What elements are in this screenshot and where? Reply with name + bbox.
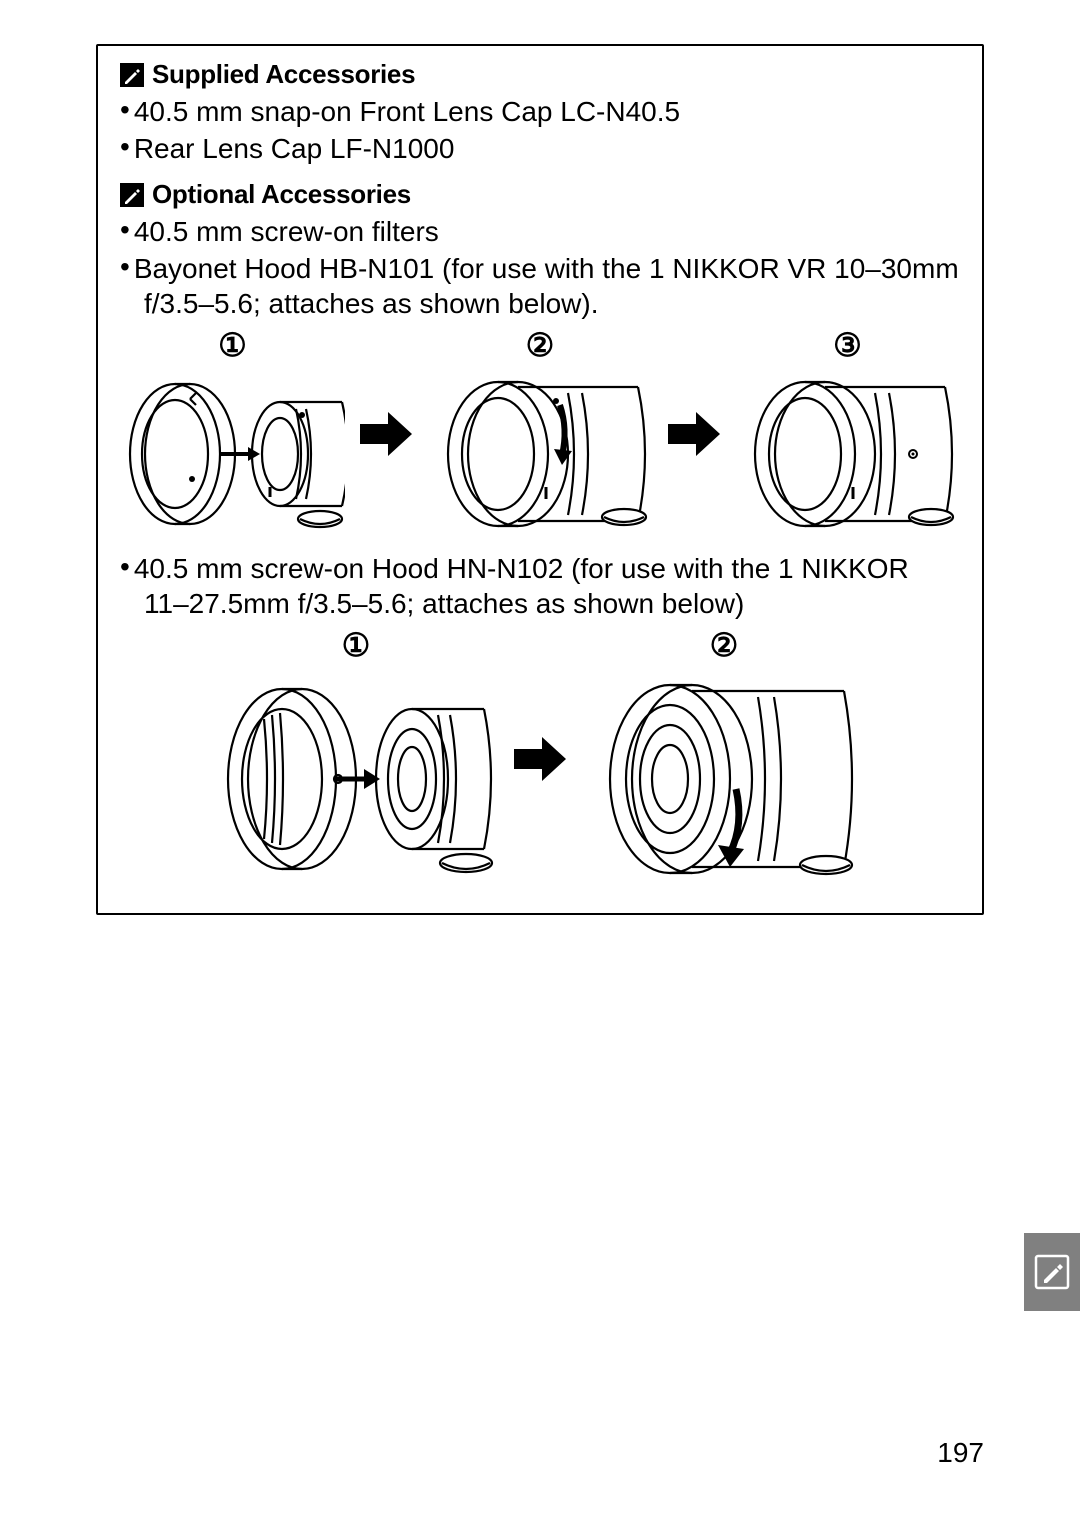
lens-hood-align-icon	[120, 369, 345, 539]
lens-hood-mount-icon	[428, 369, 653, 539]
optional-heading-text: Optional Accessories	[152, 178, 411, 212]
supplied-item: • Rear Lens Cap LF-N1000	[120, 129, 960, 166]
arrow-right-icon	[514, 737, 566, 781]
page-number: 197	[937, 1437, 984, 1469]
bullet: •	[120, 129, 130, 164]
step-number: ①	[342, 629, 371, 661]
optional-item-screw-hood: • 40.5 mm screw-on Hood HN-N102 (for use…	[120, 549, 960, 586]
pencil-icon	[120, 63, 144, 87]
lens-hood-locked-icon	[735, 369, 960, 539]
arrow-right-icon	[360, 412, 412, 456]
optional-bayonet-text2: f/3.5–5.6; attaches as shown below).	[144, 286, 960, 321]
optional-bayonet-text: Bayonet Hood HB-N101 (for use with the 1…	[134, 251, 959, 286]
step-number: ③	[833, 329, 862, 361]
bullet: •	[120, 249, 130, 284]
note-tab-icon	[1034, 1254, 1070, 1290]
bayonet-step-3: ③	[735, 329, 960, 539]
screw-step-1: ①	[216, 629, 496, 889]
bayonet-figure-row: ①	[120, 329, 960, 539]
optional-heading: Optional Accessories	[120, 178, 960, 212]
supplied-heading: Supplied Accessories	[120, 58, 960, 92]
bayonet-step-1: ①	[120, 329, 345, 539]
step-number: ②	[526, 329, 555, 361]
accessories-box: Supplied Accessories • 40.5 mm snap-on F…	[96, 44, 984, 915]
bullet: •	[120, 212, 130, 247]
supplied-item-text: 40.5 mm snap-on Front Lens Cap LC-N40.5	[134, 94, 680, 129]
optional-item-filters: • 40.5 mm screw-on filters	[120, 212, 960, 249]
optional-screw-hood-text: 40.5 mm screw-on Hood HN-N102 (for use w…	[134, 551, 909, 586]
optional-filters-text: 40.5 mm screw-on filters	[134, 214, 439, 249]
section-tab	[1024, 1233, 1080, 1311]
supplied-heading-text: Supplied Accessories	[152, 58, 415, 92]
optional-screw-hood-text2: 11–27.5mm f/3.5–5.6; attaches as shown b…	[144, 586, 960, 621]
step-number: ①	[218, 329, 247, 361]
screw-hood-align-icon	[216, 669, 496, 889]
bullet: •	[120, 549, 130, 584]
arrow	[360, 349, 412, 519]
step-number: ②	[710, 629, 739, 661]
screw-step-2: ②	[584, 629, 864, 889]
screw-hood-figure-row: ①	[120, 629, 960, 889]
arrow	[514, 649, 566, 869]
bullet: •	[120, 92, 130, 127]
pencil-icon	[120, 183, 144, 207]
optional-item-bayonet: • Bayonet Hood HB-N101 (for use with the…	[120, 249, 960, 286]
arrow-right-icon	[668, 412, 720, 456]
supplied-item-text: Rear Lens Cap LF-N1000	[134, 131, 455, 166]
bayonet-step-2: ②	[428, 329, 653, 539]
arrow	[668, 349, 720, 519]
supplied-item: • 40.5 mm snap-on Front Lens Cap LC-N40.…	[120, 92, 960, 129]
screw-hood-tighten-icon	[584, 669, 864, 889]
